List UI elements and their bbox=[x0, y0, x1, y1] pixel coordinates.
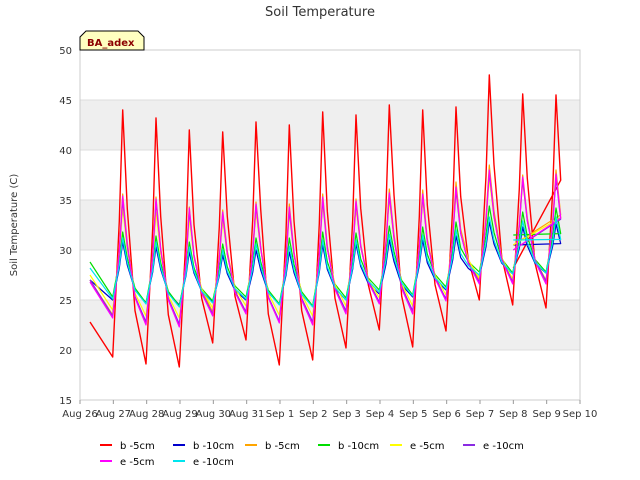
y-tick-label: 50 bbox=[59, 46, 72, 57]
series-lines bbox=[89, 74, 562, 368]
y-axis-label: Soil Temperature (C) bbox=[9, 174, 20, 277]
legend-label: e -5cm bbox=[410, 441, 445, 452]
legend-label: e -5cm bbox=[120, 457, 155, 468]
y-tick-label: 40 bbox=[59, 146, 72, 157]
x-tick-label: Sep 3 bbox=[332, 409, 360, 420]
band-white bbox=[80, 50, 580, 100]
legend-label: b -10cm bbox=[338, 441, 379, 452]
legend-label: b -10cm bbox=[193, 441, 234, 452]
band-shaded bbox=[80, 300, 580, 350]
x-tick-label: Sep 10 bbox=[563, 409, 598, 420]
y-tick-label: 25 bbox=[59, 296, 72, 307]
x-tick-label: Sep 9 bbox=[532, 409, 560, 420]
x-tick-label: Aug 28 bbox=[129, 409, 164, 420]
x-tick-label: Sep 2 bbox=[299, 409, 327, 420]
x-tick-label: Sep 7 bbox=[466, 409, 494, 420]
y-tick-label: 15 bbox=[59, 396, 72, 407]
legend-label: b -5cm bbox=[120, 441, 155, 452]
legend-label: b -5cm bbox=[265, 441, 300, 452]
x-tick-label: Aug 31 bbox=[229, 409, 264, 420]
band-white bbox=[80, 350, 580, 400]
site-badge-label: BA_adex bbox=[87, 38, 135, 49]
y-tick-label: 45 bbox=[59, 96, 72, 107]
series-line-7 bbox=[89, 216, 562, 308]
chart-title: Soil Temperature bbox=[265, 5, 375, 20]
band-shaded bbox=[80, 100, 580, 150]
site-badge: BA_adex bbox=[79, 30, 145, 51]
legend-label: e -10cm bbox=[193, 457, 234, 468]
y-tick-label: 30 bbox=[59, 246, 72, 257]
x-tick-label: Sep 5 bbox=[399, 409, 427, 420]
x-tick-label: Aug 29 bbox=[162, 409, 197, 420]
x-tick-label: Aug 26 bbox=[62, 409, 97, 420]
x-tick-label: Sep 8 bbox=[499, 409, 527, 420]
x-tick-label: Sep 1 bbox=[266, 409, 294, 420]
x-tick-label: Sep 4 bbox=[366, 409, 394, 420]
legend: b -5cm b -10cm b -5cm b -10cm e -5cm e -10cm e… bbox=[100, 441, 524, 468]
x-tick-label: Sep 6 bbox=[432, 409, 460, 420]
y-tick-label: 20 bbox=[59, 346, 72, 357]
y-tick-label: 35 bbox=[59, 196, 72, 207]
legend-label: e -10cm bbox=[483, 441, 524, 452]
x-tick-label: Aug 30 bbox=[196, 409, 231, 420]
y-tick-labels: 15 20 25 30 35 40 45 50 bbox=[59, 46, 72, 407]
plot-frame bbox=[79, 49, 581, 401]
x-tick-label: Aug 27 bbox=[96, 409, 131, 420]
